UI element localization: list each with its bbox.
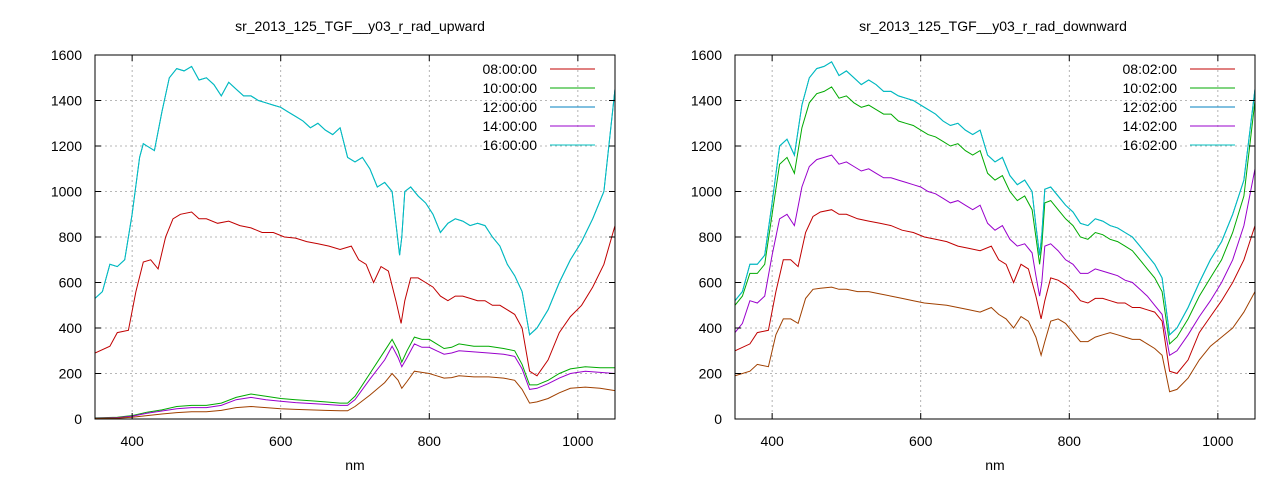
y-tick-label: 1200 xyxy=(51,138,82,154)
y-tick-label: 1000 xyxy=(51,184,82,200)
y-tick-label: 600 xyxy=(59,275,83,291)
series-group xyxy=(95,65,615,419)
series-group xyxy=(735,61,1255,393)
series-line-5 xyxy=(735,286,1255,393)
y-tick-label: 1400 xyxy=(691,93,722,109)
x-tick-label: 800 xyxy=(418,433,442,449)
x-tick-label: 1000 xyxy=(1202,433,1233,449)
series-line-4 xyxy=(95,65,615,336)
legend-label: 12:02:00 xyxy=(1123,99,1178,115)
x-tick-label: 600 xyxy=(909,433,933,449)
chart-upward: sr_2013_125_TGF__y03_r_rad_upward 0 200 400… xyxy=(51,18,616,473)
y-tick-label: 400 xyxy=(699,320,723,336)
series-line-2 xyxy=(735,61,1255,336)
y-tick-label: 800 xyxy=(699,229,723,245)
series-line-1 xyxy=(735,86,1255,345)
y-tick-label: 1600 xyxy=(51,47,82,63)
legend-label: 16:00:00 xyxy=(483,137,538,153)
y-tick-label: 0 xyxy=(714,411,722,427)
y-tick-label: 1600 xyxy=(691,47,722,63)
legend-label: 16:02:00 xyxy=(1123,137,1178,153)
chart-downward: sr_2013_125_TGF__y03_r_rad_downward 0 200 4… xyxy=(691,18,1256,473)
series-line-5 xyxy=(95,370,615,419)
y-tick-label: 0 xyxy=(74,411,82,427)
x-tick-label: 1000 xyxy=(562,433,593,449)
y-tick-label: 1000 xyxy=(691,184,722,200)
y-tick-label: 200 xyxy=(699,366,723,382)
x-tick-label: 800 xyxy=(1058,433,1082,449)
y-tick-label: 200 xyxy=(59,366,83,382)
legend-label: 14:02:00 xyxy=(1123,118,1178,134)
y-tick-label: 800 xyxy=(59,229,83,245)
series-line-4 xyxy=(735,61,1255,336)
y-tick-label: 400 xyxy=(59,320,83,336)
legend-label: 14:00:00 xyxy=(483,118,538,134)
legend-label: 08:02:00 xyxy=(1123,61,1178,77)
chart-title: sr_2013_125_TGF__y03_r_rad_upward xyxy=(235,18,485,34)
series-line-2 xyxy=(95,65,615,336)
series-line-1 xyxy=(95,336,615,419)
y-tick-label: 600 xyxy=(699,275,723,291)
legend-label: 10:00:00 xyxy=(483,80,538,96)
chart-title: sr_2013_125_TGF__y03_r_rad_downward xyxy=(859,18,1127,34)
x-tick-label: 400 xyxy=(120,433,144,449)
x-axis-label: nm xyxy=(985,457,1004,473)
series-line-3 xyxy=(95,343,615,419)
y-tick-label: 1200 xyxy=(691,138,722,154)
legend-label: 08:00:00 xyxy=(483,61,538,77)
legend-label: 10:02:00 xyxy=(1123,80,1178,96)
y-tick-label: 1400 xyxy=(51,93,82,109)
x-tick-label: 400 xyxy=(760,433,784,449)
legend-label: 12:00:00 xyxy=(483,99,538,115)
series-line-3 xyxy=(735,154,1255,357)
x-axis-label: nm xyxy=(345,457,364,473)
series-line-0 xyxy=(735,209,1255,375)
x-tick-label: 600 xyxy=(269,433,293,449)
series-line-0 xyxy=(95,211,615,377)
